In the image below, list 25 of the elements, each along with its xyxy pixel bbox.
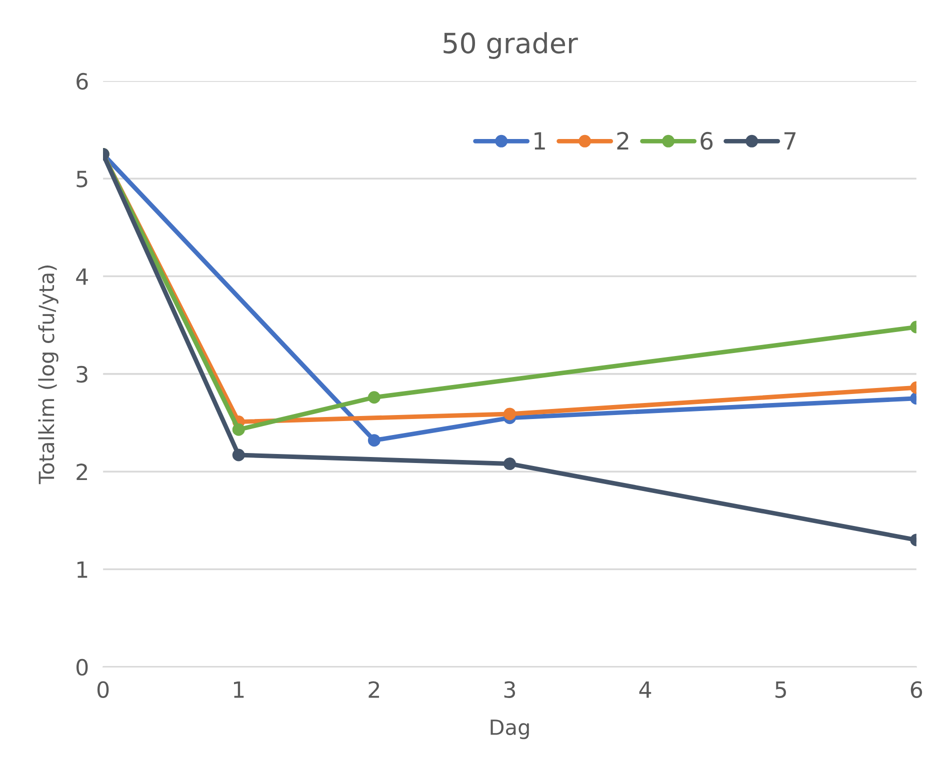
point [368,434,380,447]
x-tick-label: 0 [97,681,109,698]
x-tick-label: 6 [910,681,922,698]
point [232,423,245,436]
legend-label: 7 [784,132,796,150]
y-axis-title: Totalkim (log cfu/yta) [38,266,58,484]
y-tick-label: 5 [76,170,88,188]
x-axis-title: Dag [490,720,529,740]
y-tick-label: 6 [76,72,88,90]
legend-label: 6 [700,132,713,150]
x-tick-label: 5 [775,681,786,698]
point [503,408,516,420]
legend-label: 1 [534,132,545,150]
x-tick-label: 3 [504,681,516,698]
x-tick-label: 1 [234,681,244,698]
y-tick-label: 2 [76,464,87,480]
y-tick-label: 1 [77,561,88,578]
y-tick-label: 4 [76,268,88,285]
legend-label: 2 [617,132,628,150]
chart-title: 50 grader [444,32,578,59]
y-tick-label: 0 [76,658,88,676]
x-tick-label: 4 [639,681,652,698]
point [368,391,380,404]
x-tick-label: 2 [368,681,380,698]
y-tick-label: 3 [76,366,88,383]
